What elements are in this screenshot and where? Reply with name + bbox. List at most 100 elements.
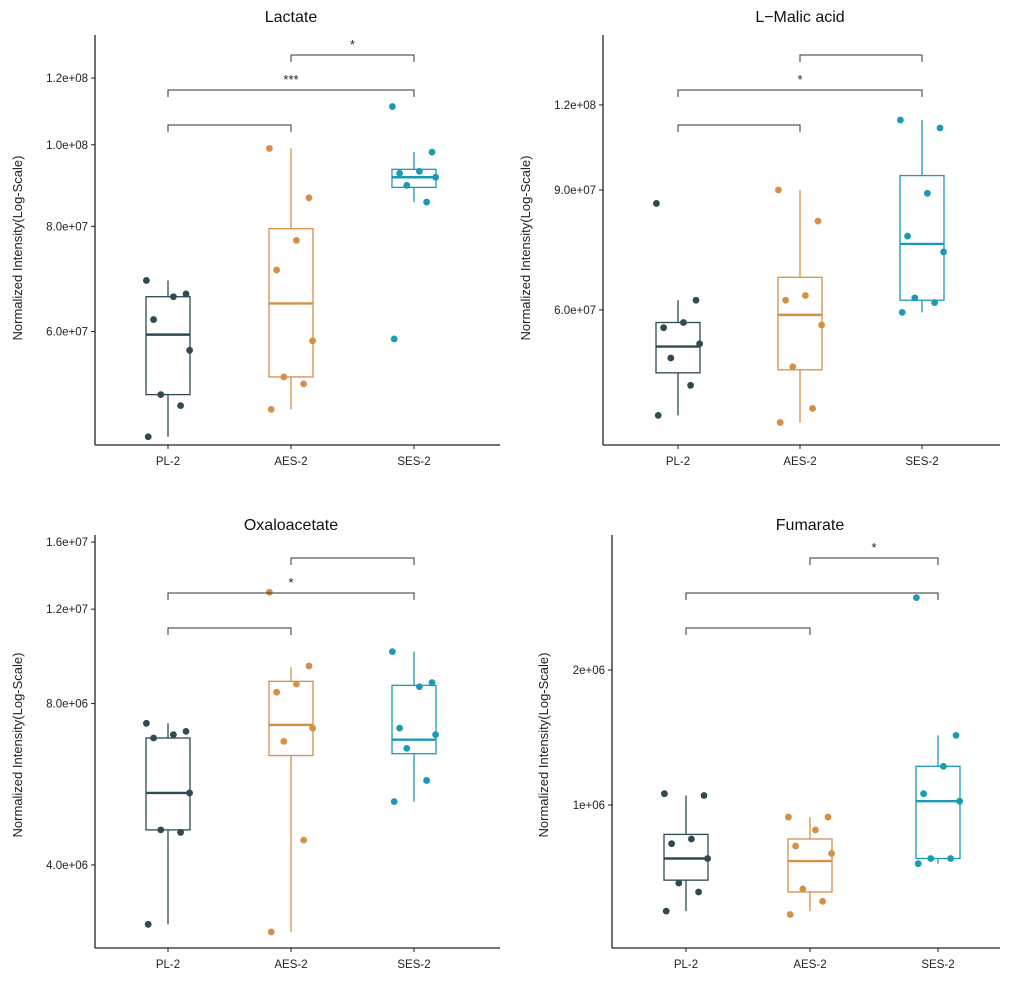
data-point xyxy=(704,855,711,862)
significance-bracket xyxy=(290,557,415,565)
data-point xyxy=(280,737,288,745)
data-point xyxy=(432,731,439,739)
significance-bracket: *** xyxy=(167,72,415,97)
x-tick-label: AES-2 xyxy=(274,959,307,971)
data-point xyxy=(924,189,931,197)
x-tick-label: SES-2 xyxy=(921,959,954,971)
bracket-line xyxy=(290,557,415,565)
plot-area: 1e+06 2e+06 PL-2 AES-2 SES-2 * xyxy=(573,535,1000,971)
data-point xyxy=(809,405,816,412)
iqr-box xyxy=(777,276,823,371)
data-point xyxy=(177,402,185,410)
panel-title: L−Malic acid xyxy=(755,9,844,26)
iqr-box xyxy=(899,174,945,301)
data-point xyxy=(403,744,411,752)
significance-bracket: * xyxy=(167,575,415,600)
data-point xyxy=(144,433,152,441)
iqr-box xyxy=(787,838,833,893)
data-point xyxy=(662,907,670,915)
significance-bracket xyxy=(685,627,811,635)
x-tick-label: AES-2 xyxy=(783,456,816,468)
bracket-line xyxy=(290,54,415,62)
box-aes-2 xyxy=(266,588,316,936)
y-axis-label: Normalized Intensity(Log-Scale) xyxy=(10,653,25,838)
plot-area: 6.0e+07 9.0e+07 1.2e+08 PL-2 AES-2 SES-2 * xyxy=(554,35,1000,468)
data-point xyxy=(305,194,313,202)
y-tick-label: 6.0e+07 xyxy=(46,327,88,339)
box-pl-2 xyxy=(653,200,703,419)
data-point xyxy=(273,688,280,696)
data-point xyxy=(661,790,668,798)
y-tick-label: 6.0e+07 xyxy=(554,305,596,317)
box-pl-2 xyxy=(661,790,711,915)
panel-oxaloacetate: Oxaloacetate Normalized Intensity(Log-Sc… xyxy=(10,517,500,971)
y-tick-label: 9.0e+07 xyxy=(554,185,596,197)
data-point xyxy=(818,321,825,329)
data-point xyxy=(186,346,194,354)
significance-bracket xyxy=(799,54,923,62)
iqr-box xyxy=(268,680,314,757)
x-tick-label: AES-2 xyxy=(274,456,307,468)
data-point xyxy=(143,277,150,284)
data-point xyxy=(696,340,703,348)
data-point xyxy=(802,292,809,299)
significance-bracket xyxy=(167,124,292,132)
panel-l-malic-acid: L−Malic acid Normalized Intensity(Log-Sc… xyxy=(518,9,1000,468)
data-point xyxy=(389,103,396,110)
panel-title: Oxaloacetate xyxy=(244,517,338,534)
x-tick-label: PL-2 xyxy=(156,456,180,468)
data-point xyxy=(812,826,819,834)
data-point xyxy=(143,719,150,727)
data-point xyxy=(267,928,275,936)
data-point xyxy=(273,266,280,274)
data-point xyxy=(914,860,922,868)
data-point xyxy=(819,897,826,905)
data-point xyxy=(675,879,683,887)
data-point xyxy=(931,299,938,307)
panel-fumarate: Fumarate Normalized Intensity(Log-Scale)… xyxy=(536,517,1000,971)
panel-lactate: Lactate Normalized Intensity(Log-Scale) … xyxy=(10,9,500,468)
data-point xyxy=(913,594,920,602)
data-point xyxy=(654,412,662,419)
data-point xyxy=(396,724,403,732)
data-point xyxy=(266,145,273,152)
data-point xyxy=(144,920,152,928)
significance-label: * xyxy=(871,540,876,555)
data-point xyxy=(170,731,177,739)
data-point xyxy=(423,198,430,206)
data-point xyxy=(177,829,185,836)
y-tick-label: 4.0e+06 xyxy=(46,860,88,872)
data-point xyxy=(157,826,165,834)
data-point xyxy=(305,662,313,670)
data-point xyxy=(170,293,177,301)
data-point xyxy=(775,186,782,194)
data-point xyxy=(786,911,794,918)
plot-area: 6.0e+07 8.0e+07 1.0e+08 1.2e+08 PL-2 AES-2 SES… xyxy=(46,35,500,468)
panel-title: Fumarate xyxy=(776,517,845,534)
data-point xyxy=(309,337,316,345)
data-point xyxy=(776,419,784,426)
data-point xyxy=(293,236,300,244)
data-point xyxy=(667,354,675,362)
box-pl-2 xyxy=(143,719,194,928)
data-point xyxy=(150,734,158,742)
data-point xyxy=(695,888,702,896)
data-point xyxy=(785,813,792,821)
data-point xyxy=(824,813,832,821)
data-point xyxy=(940,248,947,256)
box-aes-2 xyxy=(785,813,835,918)
y-axis-label: Normalized Intensity(Log-Scale) xyxy=(10,156,25,341)
y-tick-label: 8.0e+06 xyxy=(46,699,88,711)
data-point xyxy=(792,842,799,850)
data-point xyxy=(396,169,403,177)
y-tick-label: 8.0e+07 xyxy=(46,221,88,233)
data-point xyxy=(266,588,273,596)
x-tick-label: PL-2 xyxy=(674,959,698,971)
data-point xyxy=(309,724,316,732)
data-point xyxy=(428,679,436,687)
data-point xyxy=(904,232,911,240)
iqr-box xyxy=(391,684,437,755)
bracket-line xyxy=(167,592,415,600)
data-point xyxy=(828,850,835,857)
data-point xyxy=(390,335,398,343)
